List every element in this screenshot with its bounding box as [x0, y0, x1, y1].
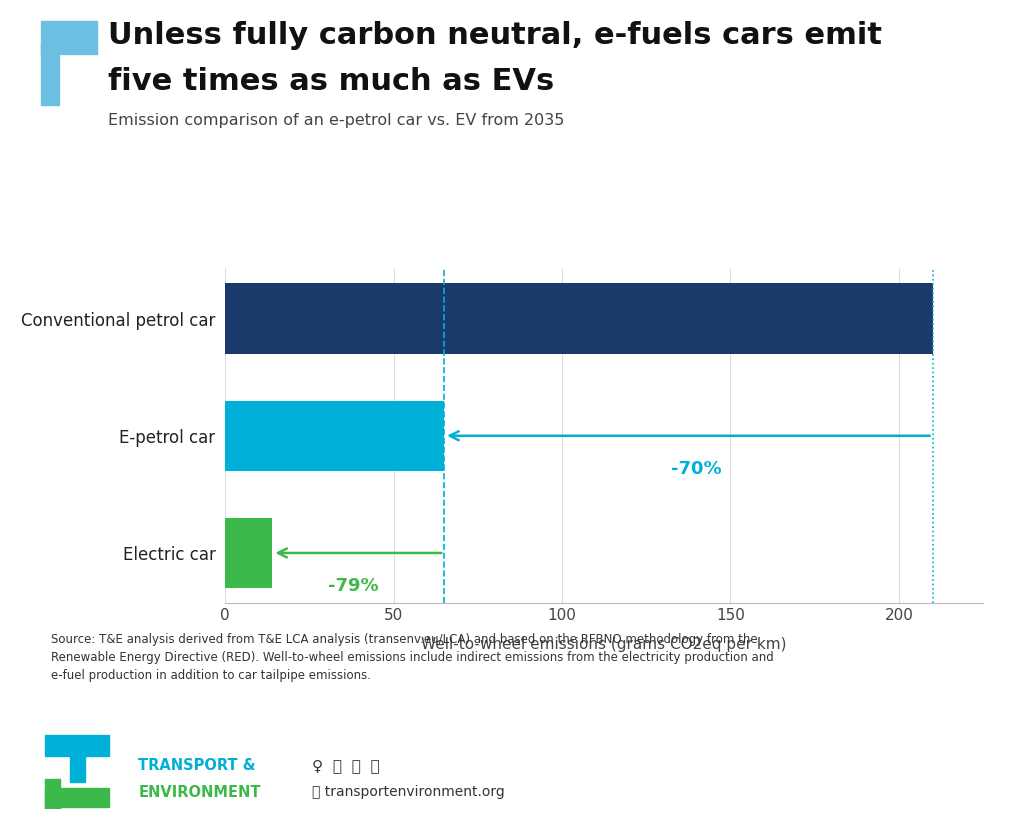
Text: Unless fully carbon neutral, e-fuels cars emit: Unless fully carbon neutral, e-fuels car… [108, 21, 882, 50]
Text: ⓘ transportenvironment.org: ⓘ transportenvironment.org [312, 785, 505, 799]
Bar [225, 401, 444, 471]
Text: -70%: -70% [672, 459, 722, 478]
Text: -79%: -79% [328, 577, 379, 595]
Bar [45, 779, 60, 809]
Text: five times as much as EVs: five times as much as EVs [108, 67, 554, 96]
Bar [45, 789, 110, 807]
Bar [225, 283, 933, 354]
Bar [225, 518, 272, 588]
FancyBboxPatch shape [41, 44, 59, 105]
Text: Emission comparison of an e-petrol car vs. EV from 2035: Emission comparison of an e-petrol car v… [108, 113, 564, 128]
Text: TRANSPORT &: TRANSPORT & [138, 758, 256, 773]
FancyBboxPatch shape [41, 21, 97, 54]
Bar [70, 754, 85, 783]
Bar [45, 735, 110, 756]
Text: ♀      : ♀    [312, 758, 380, 773]
Text: ENVIRONMENT: ENVIRONMENT [138, 785, 261, 800]
Text: Source: T&E analysis derived from T&E LCA analysis (transenv.eu/LCA) and based o: Source: T&E analysis derived from T&E LC… [51, 633, 774, 681]
X-axis label: Well-to-wheel emissions (grams CO2eq per km): Well-to-wheel emissions (grams CO2eq per… [422, 637, 786, 652]
